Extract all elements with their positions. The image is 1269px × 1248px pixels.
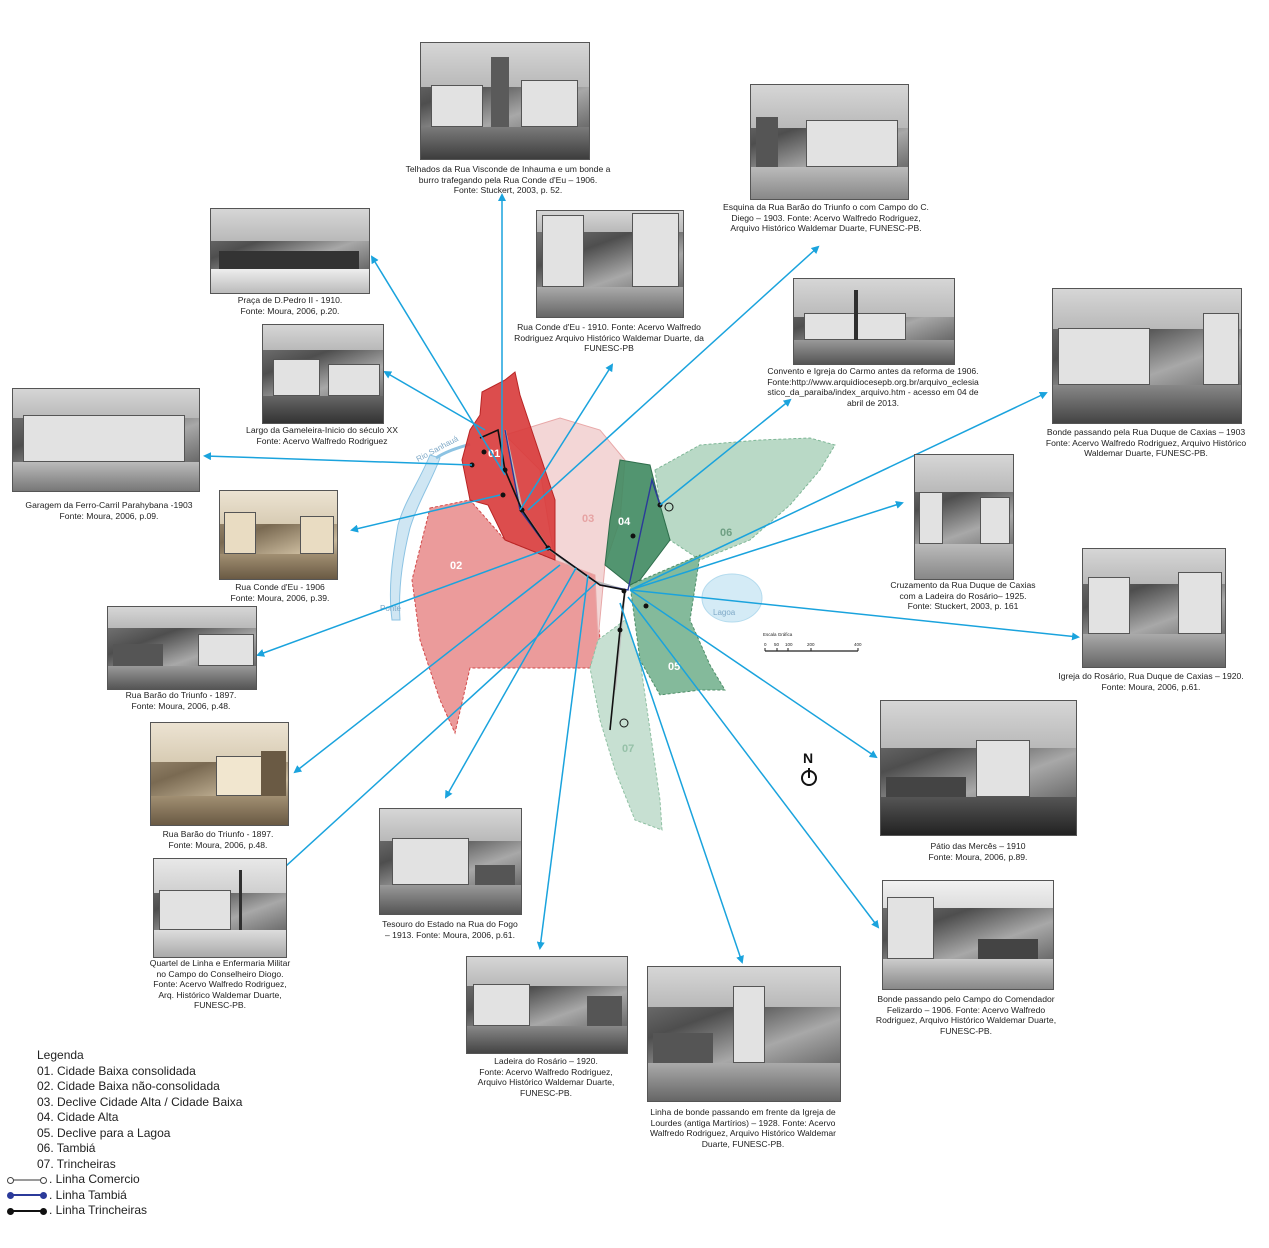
line-swatch-icon xyxy=(7,1191,47,1200)
legend-item: 03. Declive Cidade Alta / Cidade Baixa xyxy=(37,1094,243,1109)
photo-ladeira xyxy=(466,956,628,1054)
caption-bonde-duque: Bonde passando pela Rua Duque de Caxias … xyxy=(1045,427,1247,458)
legend-line-tambia: . Linha Tambiá xyxy=(7,1187,242,1204)
legend-line-label: . Linha Comercio xyxy=(49,1172,140,1186)
photo-bonde-duque xyxy=(1052,288,1242,424)
scale-tick-label: 100 xyxy=(785,642,793,647)
terminal-tambia xyxy=(664,502,674,512)
zone-label-03: 03 xyxy=(582,513,594,525)
photo-convento xyxy=(793,278,955,365)
photo-igreja-rosario xyxy=(1082,548,1226,668)
caption-bonde-campo: Bonde passando pelo Campo do Comendador F… xyxy=(875,994,1057,1036)
legend-item: 04. Cidade Alta xyxy=(37,1110,119,1124)
scale-tick-label: 200 xyxy=(807,642,815,647)
legend-line-label: . Linha Trincheiras xyxy=(49,1203,148,1217)
photo-conde-1906 xyxy=(219,490,338,580)
caption-garagem: Garagem da Ferro-Carril Parahybana -1903… xyxy=(25,500,193,521)
photo-barao-1 xyxy=(107,606,257,690)
legend-item: 07. Trincheiras xyxy=(37,1156,116,1171)
photo-linha-lourdes xyxy=(647,966,841,1102)
legend-line-comercio: . Linha Comercio xyxy=(7,1172,242,1188)
caption-patio: Pátio das Mercês – 1910 Fonte: Moura, 200… xyxy=(928,841,1028,862)
photo-connector-arrows xyxy=(203,193,1080,964)
photo-barao-2 xyxy=(150,722,289,826)
legend-item: 02. Cidade Baixa não-consolidada xyxy=(37,1079,220,1093)
caption-esquina: Esquina da Rua Barão do Triunfo o com Ca… xyxy=(723,202,929,233)
legend-item: 05. Declive para a Lagoa xyxy=(37,1125,171,1140)
legend-line-trincheiras: . Linha Trincheiras xyxy=(7,1203,242,1219)
svg-text:Escala Gráfica: Escala Gráfica xyxy=(763,632,793,637)
caption-telhados: Telhados da Rua Visconde de Inhauma e um… xyxy=(405,164,611,195)
photo-cruzamento xyxy=(914,454,1014,580)
caption-barao-1: Rua Barão do Triunfo - 1897. Fonte: Moura… xyxy=(125,690,237,711)
legend-item: 01. Cidade Baixa consolidada xyxy=(37,1063,196,1078)
zone-01 xyxy=(461,371,556,561)
caption-gameleira: Largo da Gameleira-Inicio do século XX Fo… xyxy=(246,425,398,446)
line-swatch-icon xyxy=(7,1207,47,1215)
photo-bonde-campo xyxy=(882,880,1054,990)
zone-05 xyxy=(629,554,726,696)
river-sanhaua xyxy=(389,454,441,621)
zone-06 xyxy=(654,437,836,561)
caption-convento: Convento e Igreja do Carmo antes da refo… xyxy=(767,366,979,408)
caption-conde-1910: Rua Conde d'Eu - 1910. Fonte: Acervo Wal… xyxy=(514,322,704,353)
lagoa-label: Lagoa xyxy=(713,608,736,617)
caption-praca: Praça de D.Pedro II - 1910. Fonte: Moura,… xyxy=(237,295,343,316)
line-swatch-icon xyxy=(7,1176,47,1184)
caption-quartel: Quartel de Linha e Enfermaria Militar no … xyxy=(149,958,291,1010)
zone-label-06: 06 xyxy=(720,527,732,539)
zone-label-02: 02 xyxy=(450,560,462,572)
zone-04 xyxy=(604,459,671,586)
zone-label-07: 07 xyxy=(622,743,634,755)
legend-line-label: . Linha Tambiá xyxy=(49,1187,127,1202)
caption-linha-lourdes: Linha de bonde passando em frente da Igr… xyxy=(649,1107,837,1149)
photo-conde-1910 xyxy=(536,210,684,318)
north-arrow-icon: N xyxy=(801,750,817,786)
caption-cruzamento: Cruzamento da Rua Duque de Caxias com a L… xyxy=(890,580,1036,611)
svg-text:N: N xyxy=(803,750,813,766)
scale-tick-label: 50 xyxy=(774,642,780,647)
photo-quartel xyxy=(153,858,287,958)
ponte-label: Ponte xyxy=(380,604,401,613)
zone-label-04: 04 xyxy=(618,516,631,528)
legend-title: Legenda xyxy=(37,1048,84,1062)
tram-stops xyxy=(469,449,663,633)
photo-telhados xyxy=(420,42,590,160)
caption-ladeira: Ladeira do Rosário – 1920. Fonte: Acervo … xyxy=(477,1056,615,1098)
caption-barao-2: Rua Barão do Triunfo - 1897. Fonte: Moura… xyxy=(162,829,274,850)
photo-garagem xyxy=(12,388,200,492)
photo-patio xyxy=(880,700,1077,836)
terminal-trincheiras xyxy=(619,718,629,728)
scale-tick-label: 400 xyxy=(854,642,862,647)
photo-esquina xyxy=(750,84,909,200)
caption-conde-1906: Rua Conde d'Eu - 1906 Fonte: Moura, 2006,… xyxy=(230,582,330,603)
caption-igreja-rosario: Igreja do Rosário, Rua Duque de Caxias –… xyxy=(1058,671,1244,692)
scale-bar: Escala Gráfica 0 50 100 200 400 xyxy=(763,632,862,652)
zone-label-05: 05 xyxy=(668,661,680,673)
legend-item: 06. Tambiá xyxy=(37,1141,96,1155)
photo-gameleira xyxy=(262,324,384,424)
map-legend: Legenda 01. Cidade Baixa consolidada 02.… xyxy=(7,1048,243,1219)
photo-praca xyxy=(210,208,370,294)
scale-tick-label: 0 xyxy=(764,642,767,647)
caption-tesouro: Tesouro do Estado na Rua do Fogo – 1913. … xyxy=(382,919,518,940)
photo-tesouro xyxy=(379,808,522,915)
